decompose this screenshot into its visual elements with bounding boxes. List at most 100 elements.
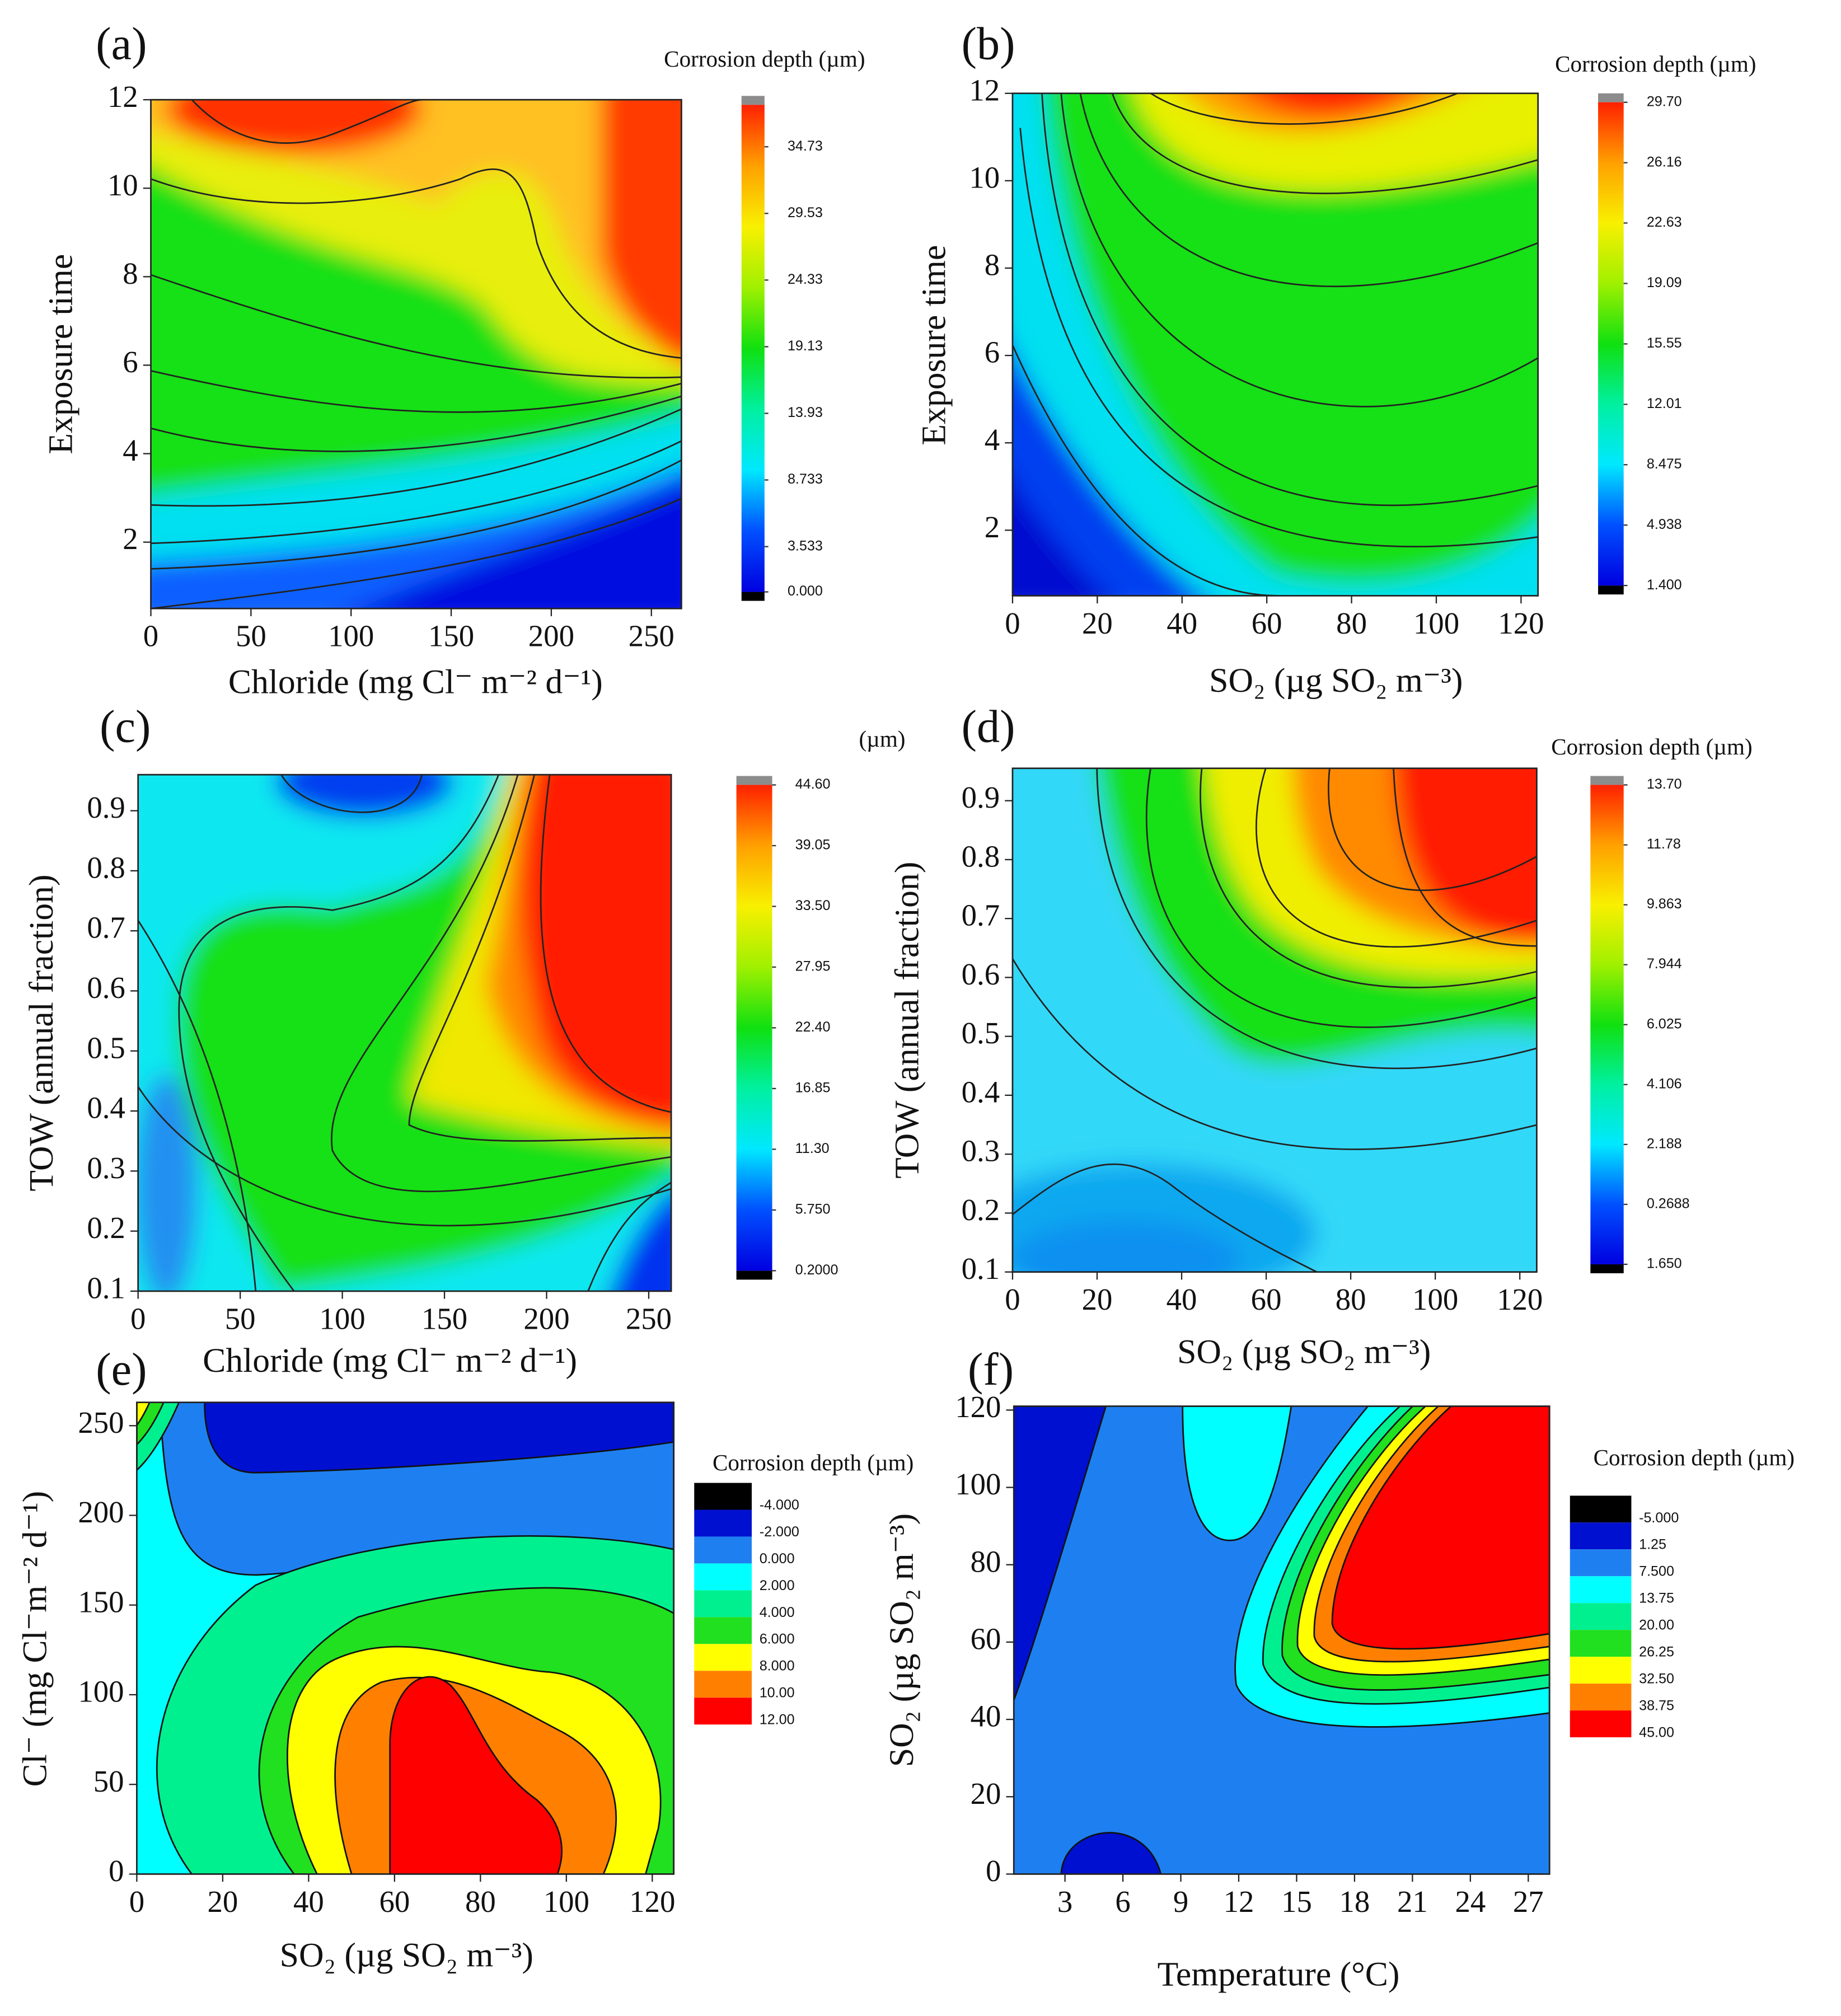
colorbar-cap — [736, 776, 772, 785]
x-tick-label: 6 — [1115, 1884, 1130, 1919]
contour-field — [151, 100, 682, 609]
colorbar-label: 11.78 — [1647, 836, 1681, 852]
x-tick-label: 100 — [1412, 1282, 1458, 1316]
panel-label: (a) — [96, 18, 147, 69]
colorbar-title: Corrosion depth (µm) — [713, 1450, 914, 1476]
y-tick-label: 12 — [107, 79, 138, 114]
colorbar-title: Corrosion depth (µm) — [1555, 51, 1756, 77]
legend-label: -2.000 — [760, 1524, 799, 1540]
legend-swatch — [1570, 1684, 1632, 1711]
panel-label: (e) — [96, 1344, 147, 1395]
x-tick-label: 100 — [544, 1884, 589, 1919]
colorbar-label: 13.93 — [788, 405, 823, 420]
colorbar-label: 29.70 — [1647, 93, 1682, 109]
x-tick-label: 9 — [1173, 1884, 1188, 1919]
colorbar-label: 29.53 — [788, 205, 823, 221]
x-tick-label: 0 — [129, 1884, 144, 1919]
y-tick-label: 0.9 — [962, 780, 1000, 814]
x-tick-label: 20 — [207, 1884, 238, 1919]
colorbar-label: 0.000 — [788, 583, 823, 599]
y-tick-label: 0.1 — [87, 1270, 125, 1305]
x-axis-label: Chloride (mg Cl⁻ m⁻² d⁻¹) — [203, 1342, 577, 1380]
y-tick-label: 120 — [955, 1390, 1001, 1424]
x-tick-label: 120 — [1497, 1282, 1543, 1316]
y-tick-label: 100 — [955, 1467, 1001, 1501]
colorbar-cap — [1590, 1264, 1624, 1273]
plot-frame — [1011, 767, 1538, 1273]
legend-label: 20.00 — [1639, 1618, 1674, 1633]
y-tick-label: 8 — [985, 248, 1000, 282]
y-tick-label: 0.4 — [962, 1075, 1000, 1109]
plot-frame — [136, 1401, 675, 1875]
colorbar-label: 26.16 — [1647, 154, 1682, 170]
legend-swatch — [694, 1617, 752, 1644]
y-tick-label: 0.6 — [962, 957, 1000, 991]
legend-label: 7.500 — [1639, 1564, 1674, 1579]
colorbar-label: 1.400 — [1647, 577, 1682, 593]
x-tick-label: 250 — [626, 1301, 672, 1335]
legend-swatch — [694, 1698, 752, 1725]
plot-frame — [1011, 92, 1539, 597]
colorbar-label: 19.09 — [1647, 275, 1682, 290]
legend-swatch — [1570, 1630, 1632, 1657]
y-tick-label: 0.5 — [87, 1030, 125, 1065]
legend-swatch — [1570, 1576, 1632, 1604]
x-tick-label: 21 — [1397, 1884, 1428, 1919]
y-tick-label: 0 — [986, 1854, 1001, 1888]
colorbar-label: 0.2000 — [795, 1262, 838, 1278]
x-tick-label: 24 — [1455, 1884, 1486, 1919]
x-tick-label: 12 — [1224, 1884, 1254, 1919]
x-tick-label: 40 — [1167, 606, 1197, 640]
x-tick-label: 15 — [1281, 1884, 1312, 1919]
x-tick-label: 50 — [236, 619, 266, 653]
legend-swatch — [694, 1563, 752, 1591]
y-tick-label: 0.5 — [962, 1016, 1000, 1050]
y-tick-label: 150 — [78, 1584, 124, 1619]
x-tick-label: 100 — [319, 1301, 365, 1335]
y-tick-label: 0.7 — [87, 911, 125, 945]
legend-label: -5.000 — [1639, 1510, 1679, 1526]
x-axis-label: Chloride (mg Cl⁻ m⁻² d⁻¹) — [228, 663, 603, 701]
colorbar-label: 8.733 — [788, 471, 823, 487]
colorbar-cap — [1598, 585, 1624, 595]
y-tick-label: 20 — [971, 1776, 1001, 1811]
colorbar-label: 12.01 — [1647, 396, 1682, 411]
legend-label: 1.25 — [1639, 1537, 1666, 1553]
legend-swatch — [1570, 1710, 1632, 1738]
y-tick-label: 2 — [985, 510, 1000, 544]
colorbar-label: 4.938 — [1647, 517, 1682, 532]
colorbar-cap — [741, 592, 765, 601]
x-tick-label: 20 — [1082, 1282, 1113, 1316]
y-tick-label: 0.8 — [962, 839, 1000, 873]
y-tick-label: 0.2 — [962, 1193, 1000, 1227]
colorbar — [736, 785, 772, 1271]
x-tick-label: 120 — [1498, 606, 1544, 640]
x-tick-label: 0 — [143, 619, 158, 653]
colorbar-cap — [736, 1270, 772, 1280]
x-tick-label: 100 — [328, 619, 374, 653]
contour-field — [137, 1402, 674, 1874]
legend-swatch — [1570, 1657, 1632, 1684]
y-tick-label: 40 — [971, 1699, 1001, 1733]
x-tick-label: 200 — [523, 1301, 569, 1335]
x-tick-label: 40 — [1167, 1282, 1197, 1316]
legend-label: 38.75 — [1639, 1698, 1674, 1714]
plot-frame — [1013, 1405, 1550, 1875]
legend-label: 45.00 — [1639, 1724, 1674, 1740]
y-tick-label: 0.2 — [87, 1211, 125, 1245]
contour-field — [1012, 768, 1537, 1272]
y-tick-label: 0.6 — [87, 971, 125, 1005]
legend-swatch — [1570, 1522, 1632, 1550]
colorbar-label: 13.70 — [1647, 776, 1682, 792]
legend-swatch — [694, 1671, 752, 1698]
x-tick-label: 18 — [1339, 1884, 1370, 1919]
colorbar-title: Corrosion depth (µm) — [664, 46, 865, 72]
y-tick-label: 6 — [123, 345, 138, 379]
legend-label: 0.000 — [760, 1551, 795, 1567]
y-tick-label: 4 — [985, 423, 1000, 457]
x-tick-label: 80 — [465, 1884, 496, 1919]
y-tick-label: 0.9 — [87, 790, 125, 824]
colorbar-cap — [741, 96, 765, 105]
colorbar — [1590, 785, 1624, 1264]
x-tick-label: 0 — [1005, 606, 1020, 640]
